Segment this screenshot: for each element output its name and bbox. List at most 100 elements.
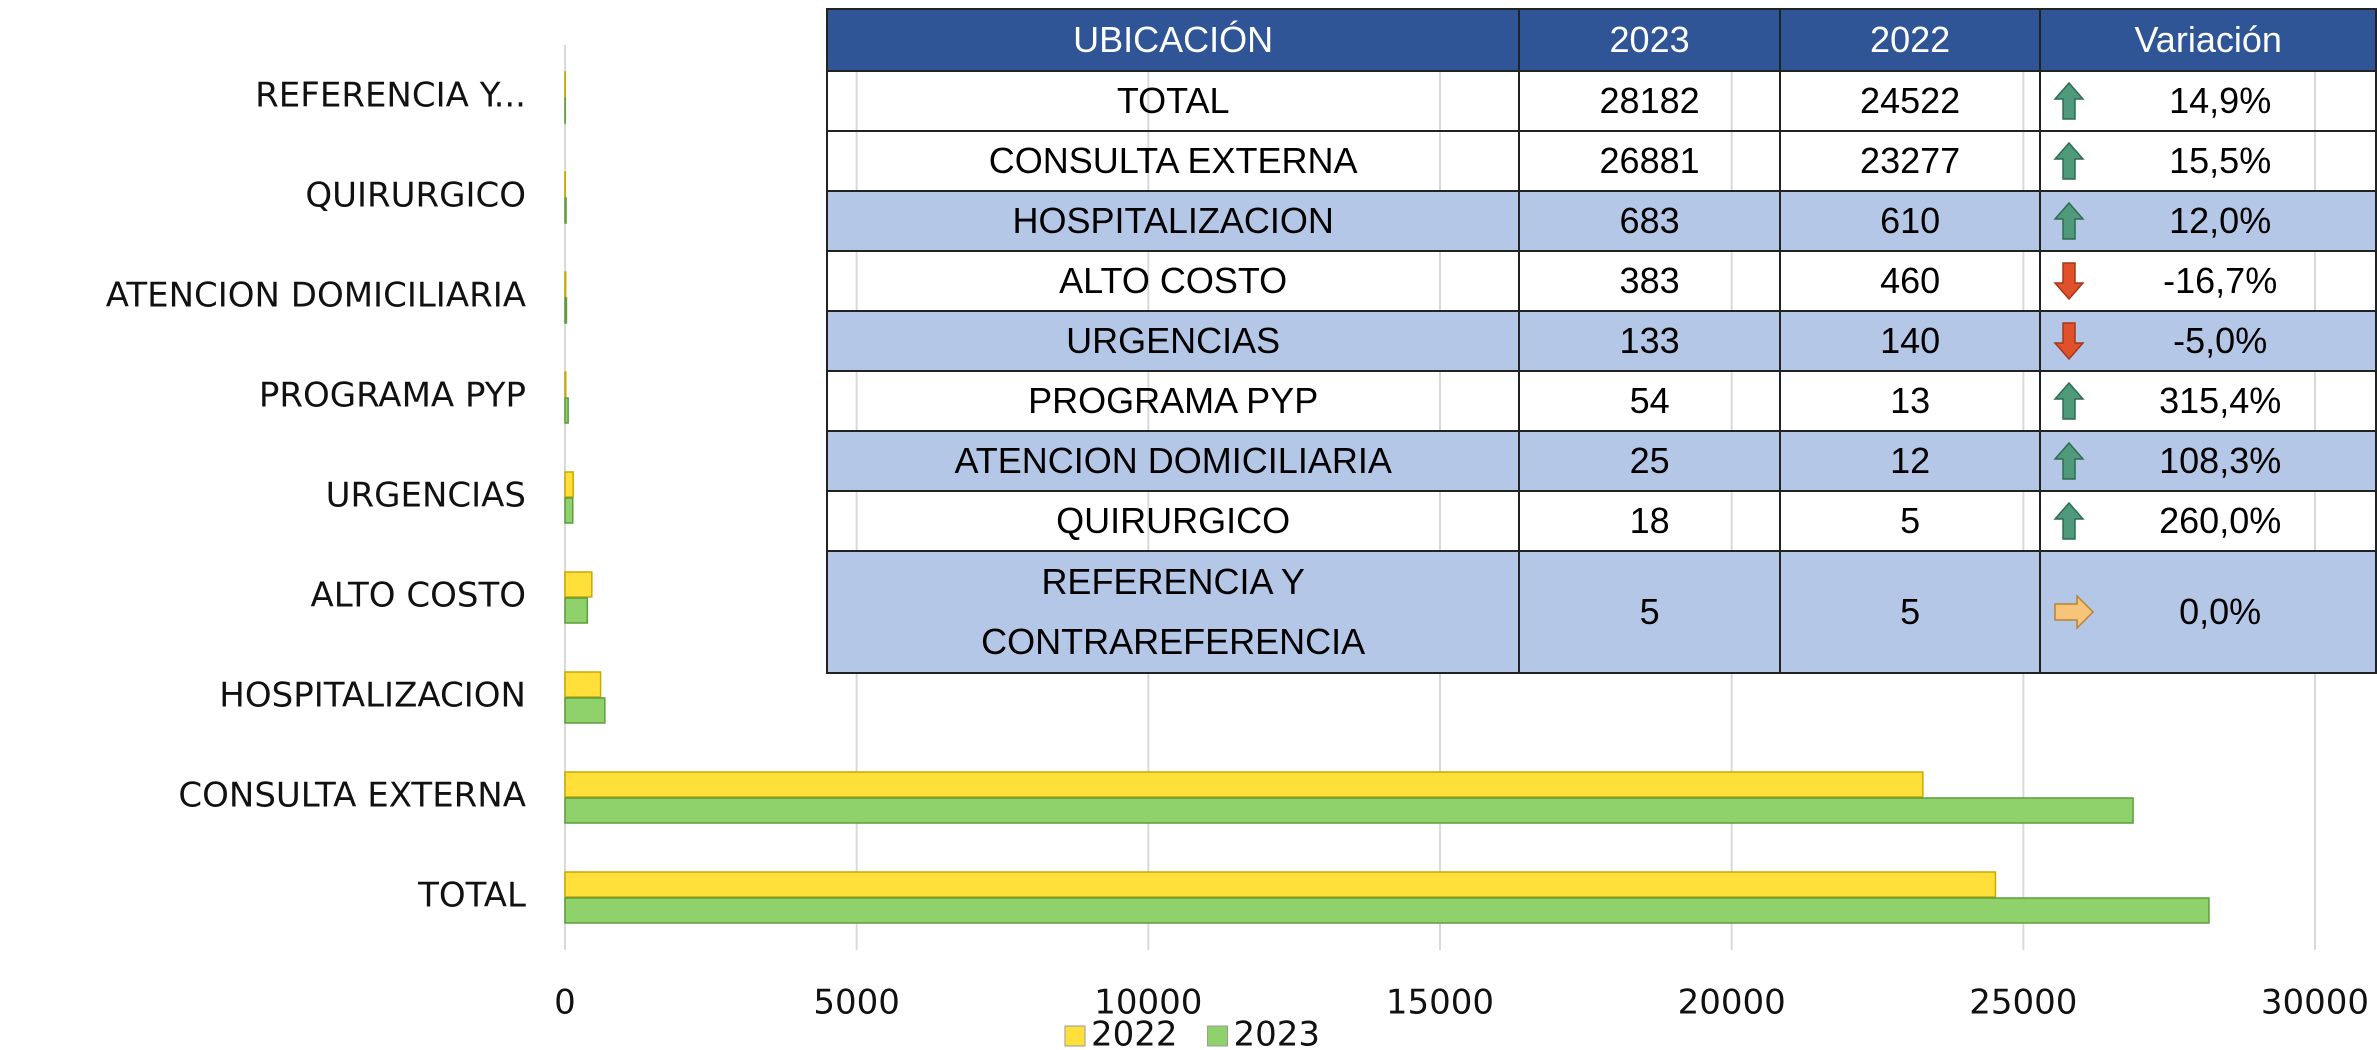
variation-text: 12,0% [2169, 200, 2272, 241]
number-cell: 18 [1518, 490, 1781, 552]
trend-arrow [2053, 322, 2086, 361]
location-cell: URGENCIAS [825, 310, 1521, 372]
bar [564, 371, 567, 398]
variation: -16,7% [2041, 260, 2375, 302]
variation-cell: 0,0% [2039, 550, 2377, 674]
variation-text: 0,0% [2179, 591, 2262, 632]
table-body: TOTAL 28182 24522 14,9% CONSULTA EXTERNA 2688… [825, 70, 2377, 674]
variation-text: 15,5% [2169, 140, 2272, 181]
x-tick-label: 25000 [1969, 983, 2077, 1023]
variation-cell: -16,7% [2039, 250, 2377, 312]
number-cell: 610 [1778, 190, 2042, 252]
y-tick-label: QUIRURGICO [305, 176, 526, 216]
y-tick-label: PROGRAMA PYP [259, 376, 526, 416]
number-cell: 28182 [1518, 70, 1781, 132]
bar [564, 297, 568, 324]
table-row: ATENCION DOMICILIARIA 25 12 108,3% [825, 430, 2377, 492]
number-cell: 683 [1518, 190, 1781, 252]
number-cell: 13 [1778, 370, 2042, 432]
number-cell: 140 [1778, 310, 2042, 372]
table-row: ALTO COSTO 383 460 -16,7% [825, 250, 2377, 312]
location-cell: QUIRURGICO [825, 490, 1521, 552]
table-row: PROGRAMA PYP 54 13 315,4% [825, 370, 2377, 432]
legend-swatch [1064, 1025, 1086, 1047]
location-cell: CONSULTA EXTERNA [825, 130, 1521, 192]
table-row: URGENCIAS 133 140 -5,0% [825, 310, 2377, 372]
variation-cell: 108,3% [2039, 430, 2377, 492]
legend-label: 2022 [1091, 1015, 1178, 1050]
bar [564, 571, 593, 598]
bar [564, 697, 606, 724]
variation: 315,4% [2041, 380, 2375, 422]
variation-text: -16,7% [2163, 260, 2278, 301]
x-tick-label: 5000 [813, 983, 900, 1023]
x-tick-label: 10000 [1094, 983, 1202, 1023]
number-cell: 12 [1778, 430, 2042, 492]
location-cell: TOTAL [825, 70, 1521, 132]
bar [564, 271, 567, 298]
header-cell: 2022 [1778, 8, 2042, 72]
number-cell: 5 [1778, 490, 2042, 552]
x-tick-label: 30000 [2261, 983, 2369, 1023]
location-cell: HOSPITALIZACION [825, 190, 1521, 252]
table-row: CONSULTA EXTERNA 26881 23277 15,5% [825, 130, 2377, 192]
table-row: HOSPITALIZACION 683 610 12,0% [825, 190, 2377, 252]
bar [564, 471, 574, 498]
number-cell: 133 [1518, 310, 1781, 372]
x-tick-label: 0 [554, 983, 576, 1023]
variation-text: -5,0% [2173, 320, 2268, 361]
y-tick-label: HOSPITALIZACION [219, 676, 526, 716]
variation: -5,0% [2041, 320, 2375, 362]
number-cell: 23277 [1778, 130, 2042, 192]
y-tick-label: CONSULTA EXTERNA [178, 776, 526, 816]
number-cell: 54 [1518, 370, 1781, 432]
y-tick-label: ALTO COSTO [311, 576, 526, 616]
bar [564, 771, 1924, 798]
trend-arrow [2054, 594, 2095, 630]
x-tick-label: 20000 [1678, 983, 1786, 1023]
number-cell: 25 [1518, 430, 1781, 492]
variation-cell: -5,0% [2039, 310, 2377, 372]
table-row: TOTAL 28182 24522 14,9% [825, 70, 2377, 132]
trend-arrow [2053, 441, 2086, 480]
variation: 260,0% [2041, 500, 2375, 542]
number-cell: 5 [1778, 550, 2042, 674]
number-cell: 26881 [1518, 130, 1781, 192]
trend-arrow [2053, 141, 2086, 180]
variation-cell: 260,0% [2039, 490, 2377, 552]
bar [564, 397, 569, 424]
location-cell: ALTO COSTO [825, 250, 1521, 312]
variation: 15,5% [2041, 140, 2375, 182]
table-header: UBICACIÓN 2023 2022 Variación [825, 8, 2377, 72]
location-text: REFERENCIA Y CONTRAREFERENCIA [981, 561, 1366, 662]
variation: 108,3% [2041, 440, 2375, 482]
data-table: UBICACIÓN 2023 2022 Variación TOTAL 28182 245… [825, 8, 2377, 674]
bar [564, 897, 2210, 924]
variation: 0,0% [2041, 591, 2375, 633]
x-tick-label: 15000 [1386, 983, 1494, 1023]
variation-cell: 12,0% [2039, 190, 2377, 252]
table-row: REFERENCIA Y CONTRAREFERENCIA 5 5 0,0% [825, 550, 2377, 674]
number-cell: 5 [1518, 550, 1781, 674]
legend-swatch [1207, 1025, 1229, 1047]
table-row: QUIRURGICO 18 5 260,0% [825, 490, 2377, 552]
variation-cell: 315,4% [2039, 370, 2377, 432]
number-cell: 383 [1518, 250, 1781, 312]
variation: 14,9% [2041, 80, 2375, 122]
number-cell: 460 [1778, 250, 2042, 312]
header-cell: 2023 [1518, 8, 1781, 72]
variation-text: 14,9% [2169, 80, 2272, 121]
location-cell: PROGRAMA PYP [825, 370, 1521, 432]
location-cell: REFERENCIA Y CONTRAREFERENCIA [825, 550, 1521, 674]
variation-cell: 15,5% [2039, 130, 2377, 192]
number-cell: 24522 [1778, 70, 2042, 132]
header-cell: UBICACIÓN [825, 8, 1521, 72]
variation-text: 260,0% [2159, 500, 2282, 541]
trend-arrow [2053, 81, 2086, 120]
variation-text: 108,3% [2159, 440, 2282, 481]
trend-arrow [2053, 262, 2086, 301]
bar [564, 671, 602, 698]
bar [564, 597, 589, 624]
y-tick-label: URGENCIAS [326, 476, 526, 516]
